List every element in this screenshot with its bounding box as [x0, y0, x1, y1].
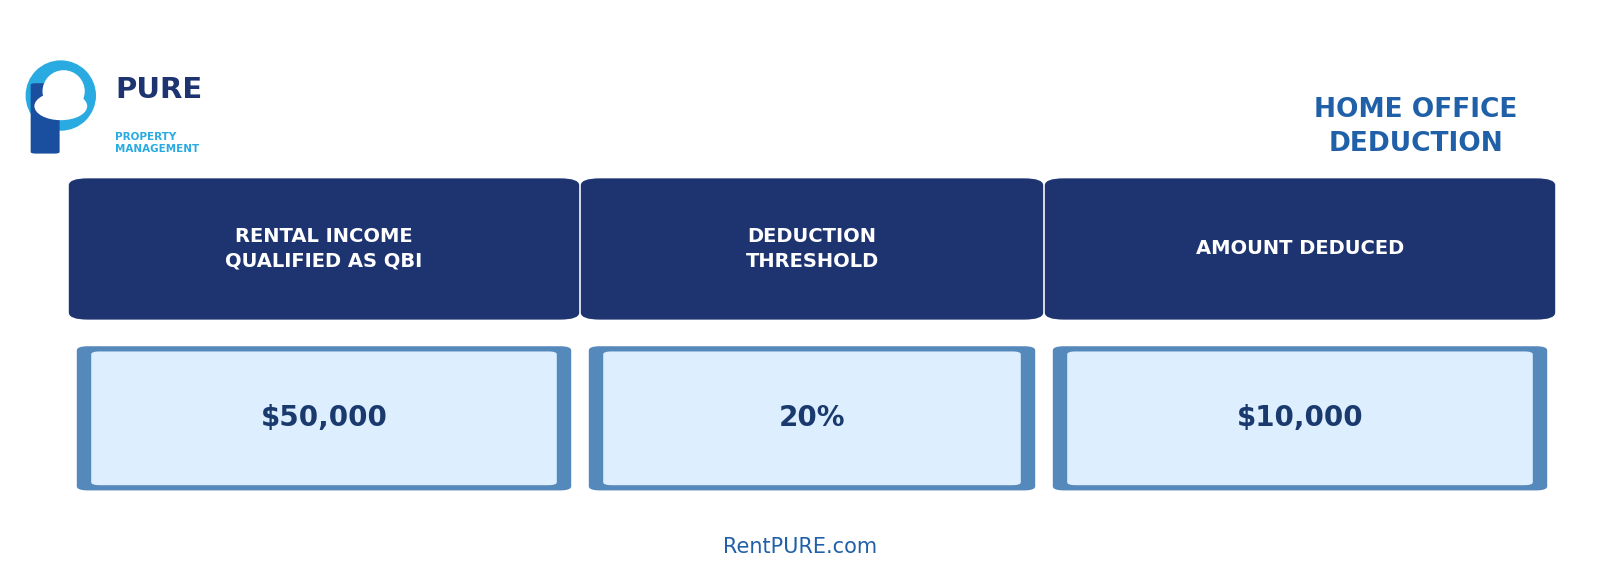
- Text: $50,000: $50,000: [261, 404, 387, 433]
- FancyBboxPatch shape: [77, 346, 571, 490]
- FancyBboxPatch shape: [1067, 351, 1533, 485]
- FancyBboxPatch shape: [1045, 178, 1555, 320]
- Text: PURE: PURE: [115, 76, 203, 104]
- Text: 20%: 20%: [779, 404, 845, 433]
- Ellipse shape: [26, 60, 96, 131]
- FancyBboxPatch shape: [30, 83, 59, 153]
- Text: PROPERTY
MANAGEMENT: PROPERTY MANAGEMENT: [115, 132, 200, 154]
- FancyBboxPatch shape: [603, 351, 1021, 485]
- FancyBboxPatch shape: [1053, 346, 1547, 490]
- FancyBboxPatch shape: [69, 178, 579, 320]
- Text: $10,000: $10,000: [1237, 404, 1363, 433]
- Ellipse shape: [43, 70, 85, 112]
- Text: DEDUCTION
THRESHOLD: DEDUCTION THRESHOLD: [746, 227, 878, 271]
- Text: RENTAL INCOME
QUALIFIED AS QBI: RENTAL INCOME QUALIFIED AS QBI: [226, 227, 422, 271]
- Text: AMOUNT DEDUCED: AMOUNT DEDUCED: [1195, 240, 1405, 258]
- FancyBboxPatch shape: [91, 351, 557, 485]
- FancyBboxPatch shape: [589, 346, 1035, 490]
- Ellipse shape: [34, 92, 86, 120]
- FancyBboxPatch shape: [581, 178, 1043, 320]
- Text: HOME OFFICE
DEDUCTION: HOME OFFICE DEDUCTION: [1314, 97, 1518, 157]
- Text: RentPURE.com: RentPURE.com: [723, 537, 877, 557]
